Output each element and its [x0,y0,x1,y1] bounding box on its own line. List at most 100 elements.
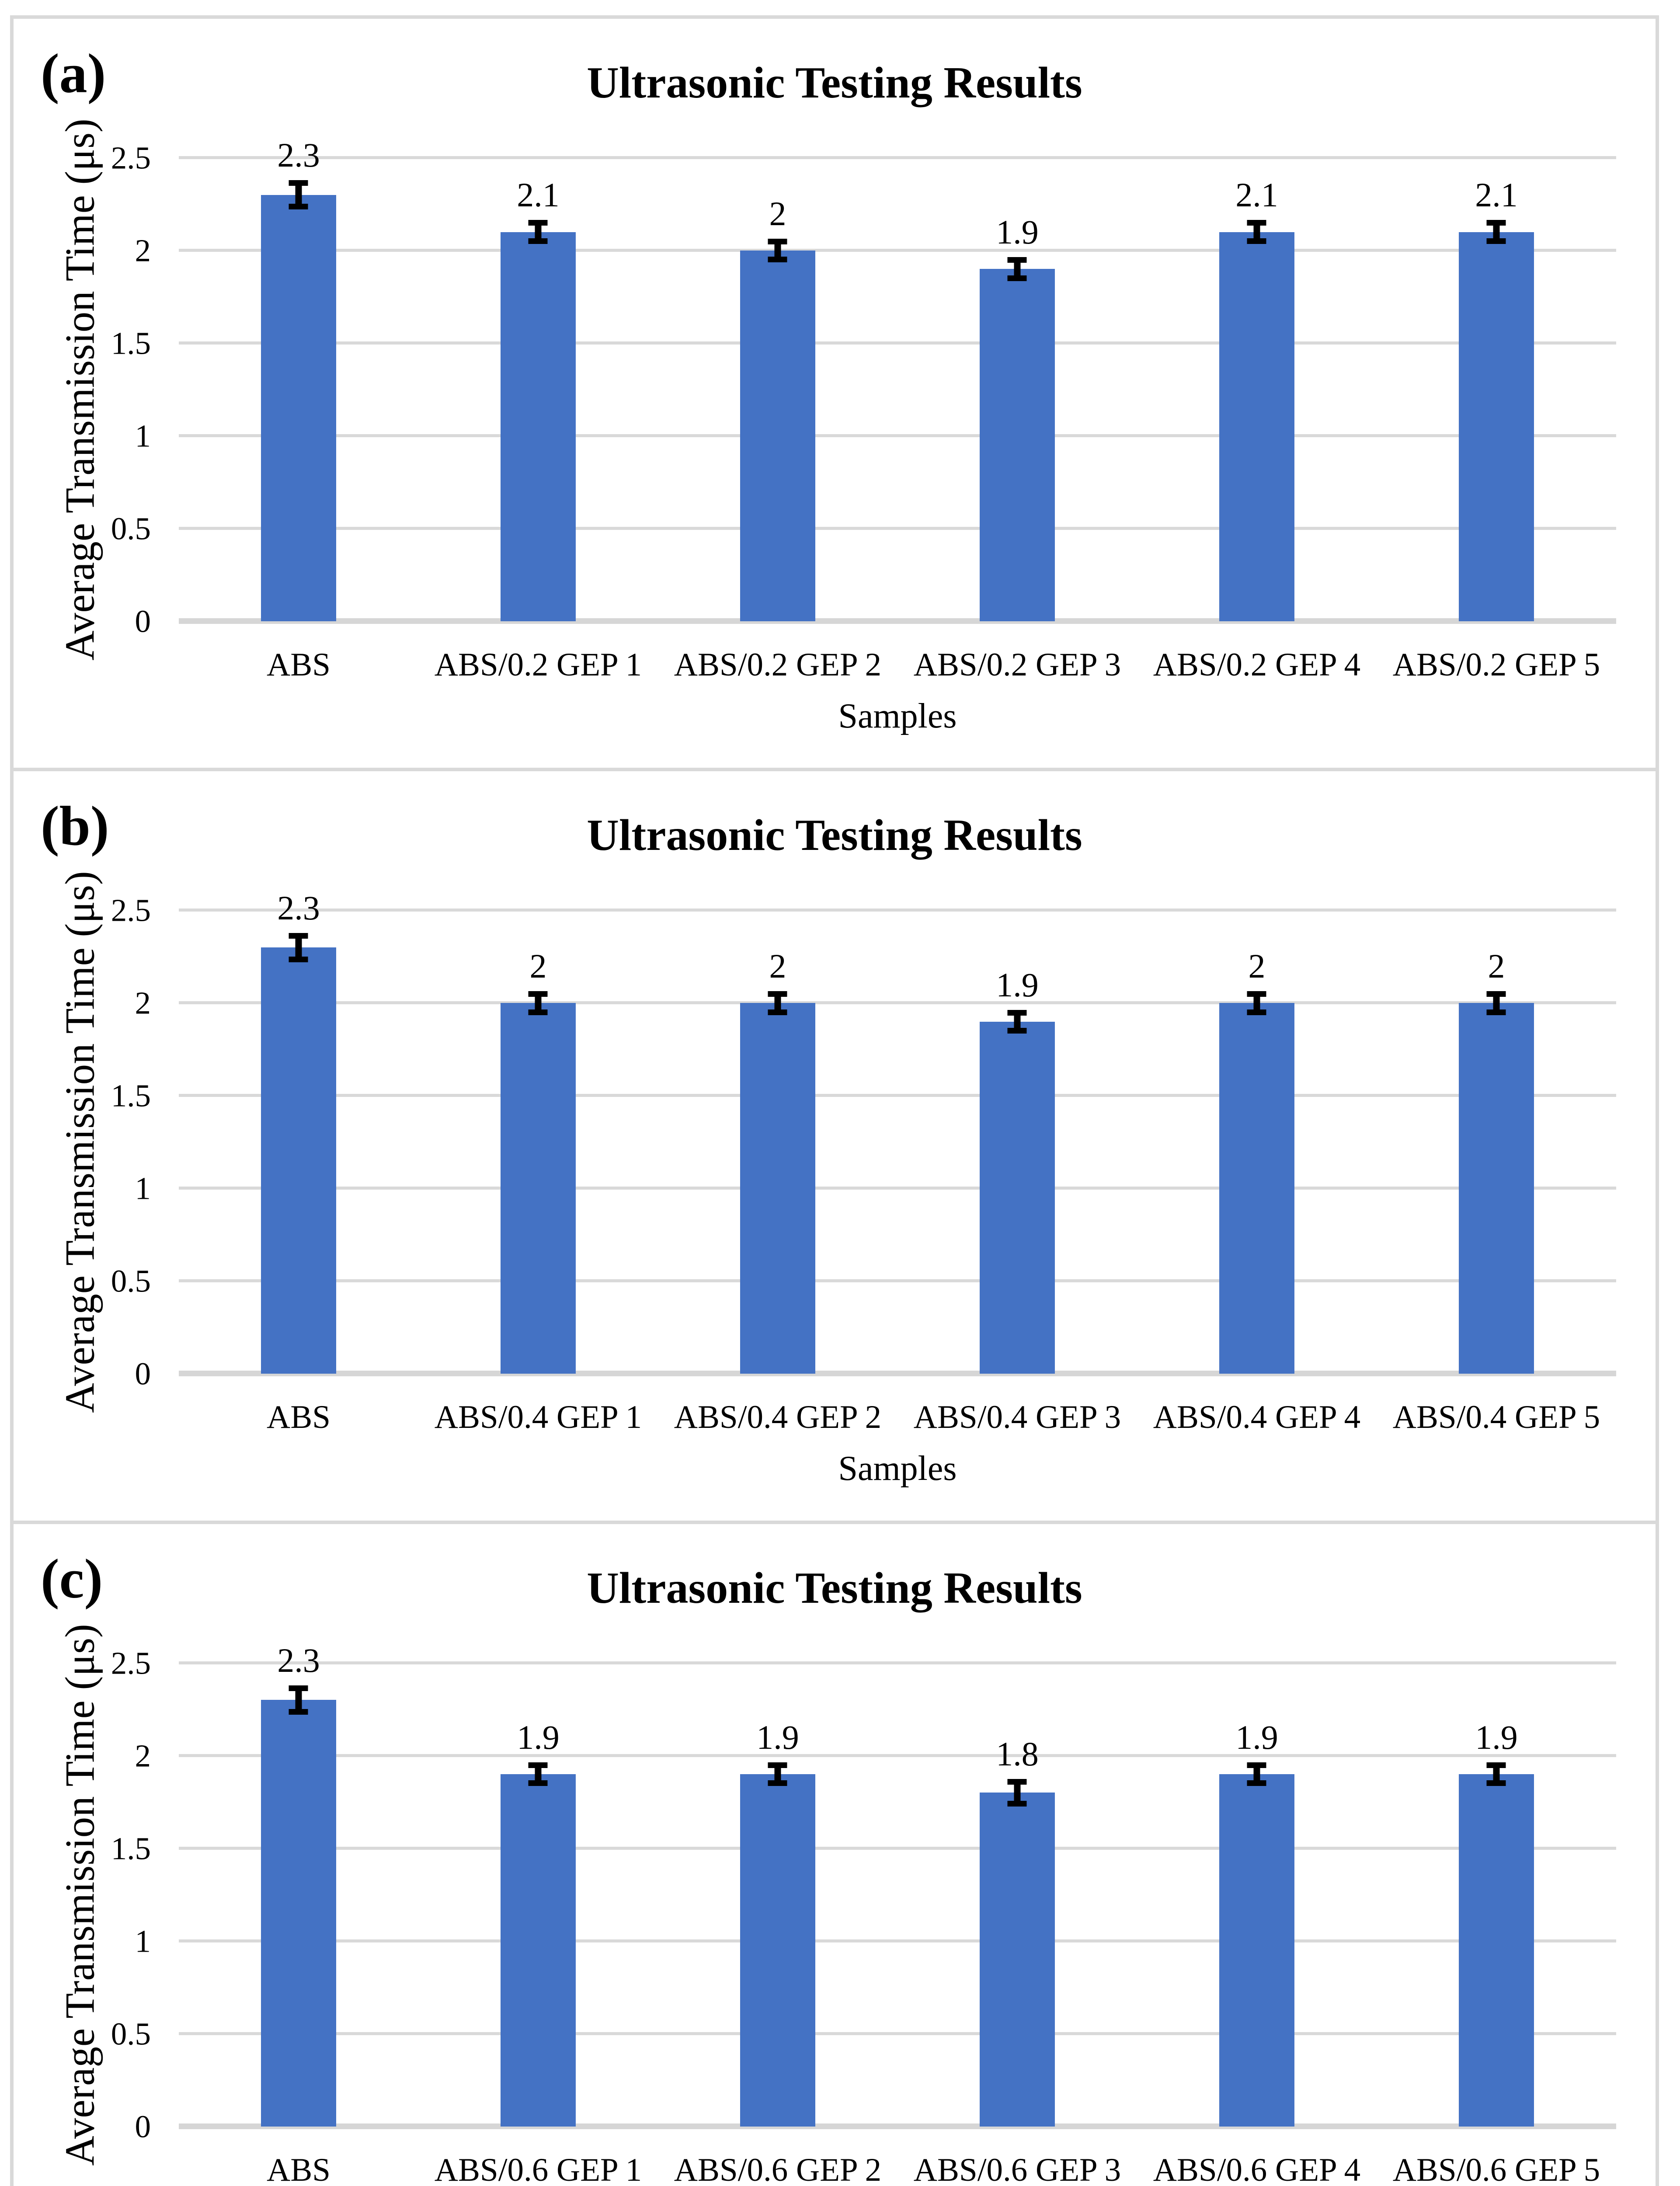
x-category-label: ABS [267,1399,330,1436]
bar-value-label: 1.9 [1235,1718,1278,1756]
x-category-label: ABS/0.4 GEP 4 [1153,1399,1361,1436]
gridline [179,249,1616,252]
bar [500,232,576,621]
bar [1458,1003,1534,1374]
y-axis-title: Average Transmission Time (μs) [56,118,103,661]
x-category-label: ABS/0.6 GEP 4 [1153,2151,1361,2186]
category-slot: 2.3 [179,1643,418,2127]
y-tick-label: 2.5 [111,1645,151,1681]
bar [740,251,815,621]
bar [500,1774,576,2127]
chart-title: Ultrasonic Testing Results [587,811,1082,860]
gridline [179,1279,1616,1283]
x-axis-category-labels: ABS ABS/0.4 GEP 1 ABS/0.4 GEP 2 ABS/0.4 GEP… [179,1399,1616,1436]
bar-value-label: 2.1 [1475,176,1518,214]
plot-area: 0 0.5 1 1.5 2 2.5 2.3 2.1 2 1.9 2.1 2.1 [111,138,1616,637]
error-bar [1014,1012,1021,1031]
y-axis-title: Average Transmission Time (μs) [56,871,103,1413]
y-tick-label: 1 [135,418,151,454]
error-bar [774,1765,781,1784]
gridline [179,156,1616,159]
error-bar [535,994,542,1013]
error-bar [535,223,542,241]
gridline [179,1661,1616,1664]
category-slot: 2 [658,158,897,621]
x-axis-title: Samples [838,697,957,735]
bar-value-label: 1.9 [996,213,1039,251]
y-tick-label: 0.5 [111,1263,151,1299]
x-category-label: ABS/0.6 GEP 5 [1392,2151,1600,2186]
x-category-label: ABS/0.4 GEP 1 [434,1399,642,1436]
x-axis-category-labels: ABS ABS/0.6 GEP 1 ABS/0.6 GEP 2 ABS/0.6 GEP… [179,2152,1616,2186]
error-bar [1014,1782,1021,1804]
bar [500,1003,576,1374]
x-category-label: ABS/0.2 GEP 3 [913,647,1121,683]
bar-value-label: 1.9 [756,1718,799,1756]
error-bar [774,241,781,260]
error-bar [1253,223,1260,241]
error-bar [295,935,302,960]
chart-panel-a: (a) Ultrasonic Testing Results Average T… [14,19,1656,772]
y-tick-label: 1 [135,1170,151,1206]
error-bar [535,1765,542,1784]
error-bar [774,994,781,1013]
plot-area: 0 0.5 1 1.5 2 2.5 2.3 2 2 1.9 2 2 [111,891,1616,1390]
x-category-label: ABS [267,2151,330,2186]
bar-value-label: 2 [769,194,786,233]
y-tick-label: 2 [135,985,151,1021]
y-tick-label: 0 [135,2109,151,2144]
y-tick-label: 1.5 [111,1831,151,1866]
error-bar [1253,994,1260,1013]
x-category-label: ABS/0.2 GEP 2 [674,647,882,683]
x-category-label: ABS/0.4 GEP 5 [1392,1399,1600,1436]
bar-value-label: 2.3 [277,1641,320,1679]
bar-value-label: 2 [1488,947,1505,985]
category-slot: 2.3 [179,138,418,621]
category-slot: 1.9 [1377,1663,1616,2127]
bar [1458,1774,1534,2127]
figure-frame: (a) Ultrasonic Testing Results Average T… [10,15,1659,2186]
category-slot: 1.9 [418,1663,658,2127]
category-slot: 2.3 [179,891,418,1374]
category-slot: 2.1 [1137,158,1377,621]
y-tick-label: 2 [135,1738,151,1774]
x-category-label: ABS/0.6 GEP 1 [434,2151,642,2186]
bar-value-label: 1.9 [517,1718,560,1756]
bar-value-label: 2.1 [1235,176,1278,214]
error-bar [1253,1765,1260,1784]
error-bar [1014,260,1021,278]
bar-value-label: 2.3 [277,888,320,927]
category-slot: 2 [1137,910,1377,1374]
bar [740,1774,815,2127]
y-tick-label: 0 [135,603,151,639]
bar [261,195,336,621]
category-slot: 2.1 [418,158,658,621]
x-category-label: ABS/0.2 GEP 4 [1153,647,1361,683]
gridline [179,1846,1616,1850]
bar [1458,232,1534,621]
panel-letter-a: (a) [41,42,106,104]
category-slot: 1.9 [897,910,1137,1374]
plot-area: 0 0.5 1 1.5 2 2.5 2.3 1.9 1.9 1.8 1.9 1.9 [111,1643,1616,2142]
x-category-label: ABS/0.4 GEP 2 [674,1399,882,1436]
error-bar [1493,1765,1500,1784]
bar-value-label: 1.9 [996,965,1039,1004]
gridline [179,434,1616,437]
category-slot: 2.1 [1377,158,1616,621]
gridline [179,527,1616,530]
error-bar [295,183,302,207]
chart-panel-b: (b) Ultrasonic Testing Results Average T… [14,771,1656,1524]
error-bar [1493,994,1500,1013]
gridline [179,1939,1616,1942]
chart-title: Ultrasonic Testing Results [587,1563,1082,1613]
y-tick-label: 2.5 [111,140,151,176]
gridline [179,1187,1616,1190]
x-axis-category-labels: ABS ABS/0.2 GEP 1 ABS/0.2 GEP 2 ABS/0.2 GEP… [179,647,1616,683]
error-bar [295,1688,302,1713]
y-axis-title: Average Transmission Time (μs) [56,1623,103,2166]
bar-value-label: 2 [769,947,786,985]
gridline [179,2032,1616,2035]
y-tick-label: 2 [135,233,151,268]
category-slot: 2 [1377,910,1616,1374]
gridline [179,1001,1616,1005]
